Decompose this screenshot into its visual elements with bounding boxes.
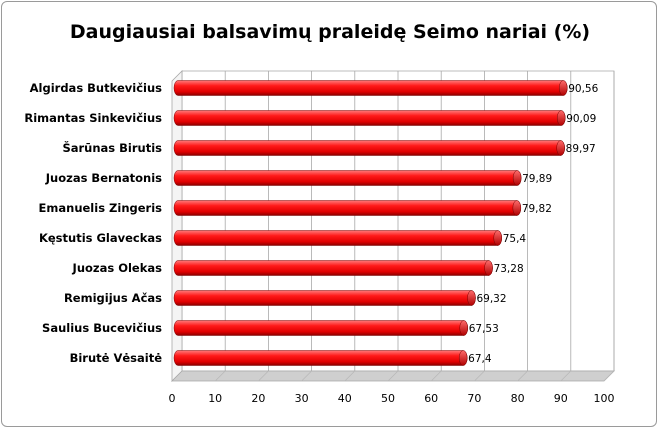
floor-gridline bbox=[560, 370, 572, 382]
floor-gridline bbox=[214, 370, 226, 382]
category-label: Šarūnas Birutis bbox=[62, 140, 162, 155]
bar-cap bbox=[458, 350, 468, 366]
floor-gridline bbox=[301, 370, 312, 382]
data-label: 79,89 bbox=[522, 173, 552, 185]
floor-gridline bbox=[603, 370, 615, 382]
category-label: Juozas Bernatonis bbox=[45, 171, 162, 185]
bar-cap bbox=[512, 200, 522, 216]
x-tick-label: 70 bbox=[467, 392, 481, 405]
bar-cap bbox=[558, 80, 568, 96]
category-label: Birutė Vėsaitė bbox=[70, 351, 163, 365]
floor-gridline bbox=[344, 370, 356, 382]
bar-cap bbox=[467, 290, 476, 306]
floor-gridline bbox=[387, 370, 399, 382]
bar-cap bbox=[556, 110, 566, 126]
x-tick-label: 10 bbox=[208, 392, 222, 405]
x-tick-label: 40 bbox=[338, 392, 352, 405]
data-label: 79,82 bbox=[522, 203, 552, 215]
bar bbox=[173, 80, 568, 96]
category-label: Rimantas Sinkevičius bbox=[24, 111, 162, 125]
category-label: Emanuelis Zingeris bbox=[39, 201, 163, 215]
bar bbox=[173, 170, 522, 186]
data-label: 75,4 bbox=[503, 233, 527, 245]
data-label: 90,09 bbox=[566, 113, 596, 125]
plot-area: 0 10 20 30 40 50 60 70 80 90 100 Algirdas Butkeviči… bbox=[24, 70, 615, 405]
x-tick-label: 100 bbox=[594, 392, 615, 405]
bar-cap bbox=[512, 170, 522, 186]
bar bbox=[173, 260, 493, 276]
category-label: Juozas Olekas bbox=[72, 261, 163, 275]
bar-cap bbox=[493, 230, 502, 246]
x-tick-label: 30 bbox=[295, 392, 309, 405]
data-label: 67,53 bbox=[469, 323, 499, 335]
floor-gridline bbox=[517, 370, 528, 382]
x-tick-label: 20 bbox=[251, 392, 265, 405]
x-tick-label: 50 bbox=[381, 392, 395, 405]
bar bbox=[173, 230, 502, 246]
floor-gridline bbox=[430, 370, 442, 382]
bar bbox=[173, 350, 468, 366]
data-label: 90,56 bbox=[568, 83, 598, 95]
bar bbox=[173, 110, 566, 126]
data-label: 89,97 bbox=[566, 143, 596, 155]
bar-cap bbox=[459, 320, 468, 336]
bar bbox=[173, 140, 565, 156]
data-label: 67,4 bbox=[468, 353, 492, 365]
x-tick-label: 80 bbox=[511, 392, 525, 405]
x-tick-label: 90 bbox=[554, 392, 568, 405]
category-label: Algirdas Butkevičius bbox=[30, 81, 163, 95]
bar bbox=[173, 320, 468, 336]
data-label: 69,32 bbox=[476, 293, 506, 305]
bar bbox=[173, 200, 522, 216]
bar bbox=[173, 290, 476, 306]
category-label: Kęstutis Glaveckas bbox=[39, 231, 162, 245]
floor-gridline bbox=[258, 370, 269, 382]
category-label: Saulius Bucevičius bbox=[42, 321, 162, 335]
floor-gridline bbox=[474, 370, 485, 382]
category-label: Remigijus Ačas bbox=[64, 291, 162, 305]
chart-title: Daugiausiai balsavimų praleidę Seimo nar… bbox=[70, 21, 590, 43]
bar-cap bbox=[556, 140, 565, 156]
x-tick-label: 0 bbox=[169, 392, 176, 405]
bar-cap bbox=[484, 260, 493, 276]
x-tick-label: 60 bbox=[424, 392, 438, 405]
data-label: 73,28 bbox=[494, 263, 524, 275]
